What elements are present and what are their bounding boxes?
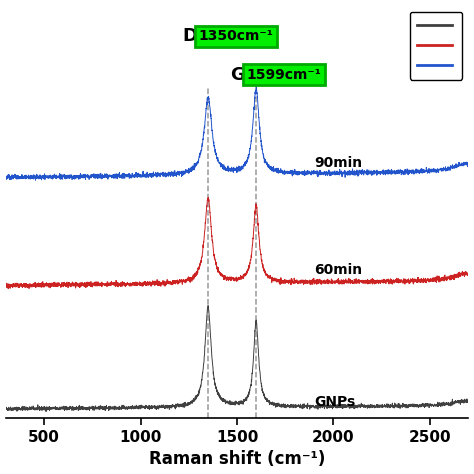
Text: D: D xyxy=(182,27,198,46)
X-axis label: Raman shift (cm⁻¹): Raman shift (cm⁻¹) xyxy=(149,450,325,468)
Text: GNPs: GNPs xyxy=(314,395,356,409)
Text: 1599cm⁻¹: 1599cm⁻¹ xyxy=(246,68,321,82)
Text: 1350cm⁻¹: 1350cm⁻¹ xyxy=(199,29,273,44)
Text: 60min: 60min xyxy=(314,263,362,276)
Text: 90min: 90min xyxy=(314,156,362,171)
Legend: , , : , , xyxy=(410,12,462,80)
Text: G: G xyxy=(230,66,245,84)
